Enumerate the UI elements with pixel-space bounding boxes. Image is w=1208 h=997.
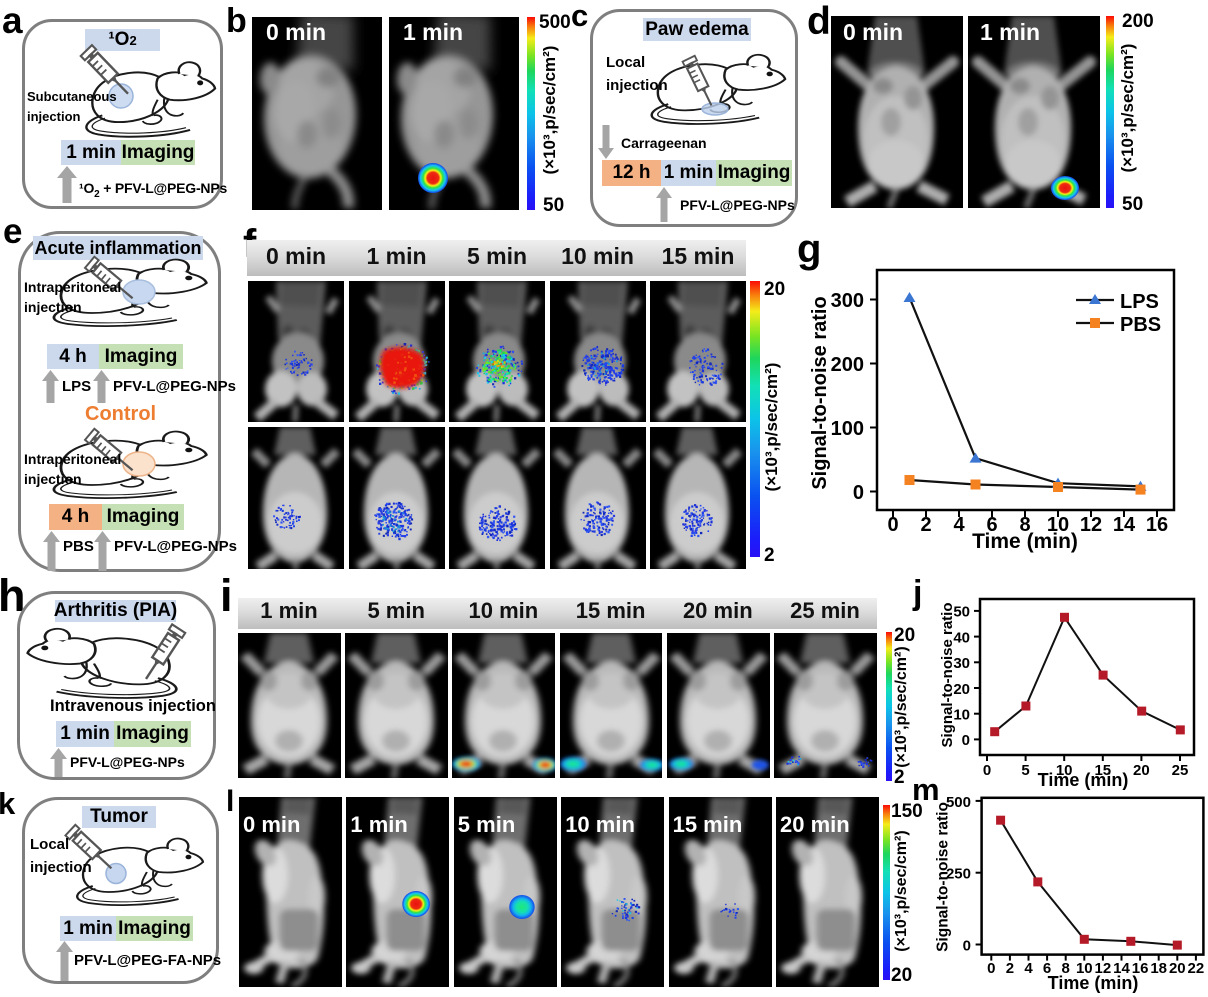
svg-text:16: 16 (1146, 514, 1168, 536)
svg-text:2: 2 (920, 514, 931, 536)
svg-text:Signal-to-noise ratio: Signal-to-noise ratio (809, 296, 831, 489)
svg-text:12: 12 (1080, 514, 1102, 536)
svg-text:0: 0 (853, 482, 864, 504)
svg-text:4: 4 (1024, 960, 1033, 977)
svg-text:5: 5 (1021, 762, 1029, 779)
svg-text:200: 200 (831, 354, 864, 376)
svg-text:6: 6 (1043, 960, 1051, 977)
svg-text:10: 10 (1056, 762, 1073, 779)
svg-text:Time (min): Time (min) (1048, 973, 1139, 993)
svg-text:0: 0 (962, 732, 970, 749)
svg-text:Time (min): Time (min) (1038, 770, 1129, 790)
svg-text:6: 6 (986, 514, 997, 536)
svg-text:2: 2 (1006, 960, 1014, 977)
svg-text:0: 0 (983, 762, 991, 779)
svg-text:18: 18 (1150, 960, 1167, 977)
svg-text:PBS: PBS (1120, 314, 1161, 336)
svg-text:250: 250 (946, 866, 971, 883)
svg-text:20: 20 (1133, 762, 1150, 779)
svg-text:Signal-to-noise ratio: Signal-to-noise ratio (935, 802, 952, 952)
svg-text:14: 14 (1113, 514, 1136, 536)
svg-text:Signal-to-noise ratio: Signal-to-noise ratio (940, 602, 956, 747)
svg-text:0: 0 (987, 960, 995, 977)
svg-text:100: 100 (831, 418, 864, 440)
svg-text:30: 30 (953, 655, 970, 672)
svg-text:14: 14 (1113, 960, 1130, 977)
svg-text:300: 300 (831, 290, 864, 312)
svg-text:15: 15 (1094, 762, 1111, 779)
svg-text:16: 16 (1132, 960, 1149, 977)
svg-text:0: 0 (887, 514, 898, 536)
svg-text:40: 40 (953, 629, 970, 646)
svg-text:25: 25 (1172, 762, 1189, 779)
svg-text:20: 20 (953, 681, 970, 698)
svg-text:LPS: LPS (1120, 291, 1159, 313)
svg-text:10: 10 (953, 707, 970, 724)
svg-text:8: 8 (1019, 514, 1030, 536)
svg-text:0: 0 (963, 938, 971, 955)
svg-text:4: 4 (953, 514, 965, 536)
svg-text:500: 500 (946, 794, 971, 811)
svg-text:8: 8 (1062, 960, 1070, 977)
svg-text:50: 50 (953, 604, 970, 621)
svg-text:10: 10 (1047, 514, 1069, 536)
svg-text:10: 10 (1076, 960, 1093, 977)
svg-text:Time (min): Time (min) (972, 530, 1078, 553)
svg-text:22: 22 (1188, 960, 1205, 977)
svg-text:20: 20 (1169, 960, 1186, 977)
svg-text:12: 12 (1095, 960, 1112, 977)
